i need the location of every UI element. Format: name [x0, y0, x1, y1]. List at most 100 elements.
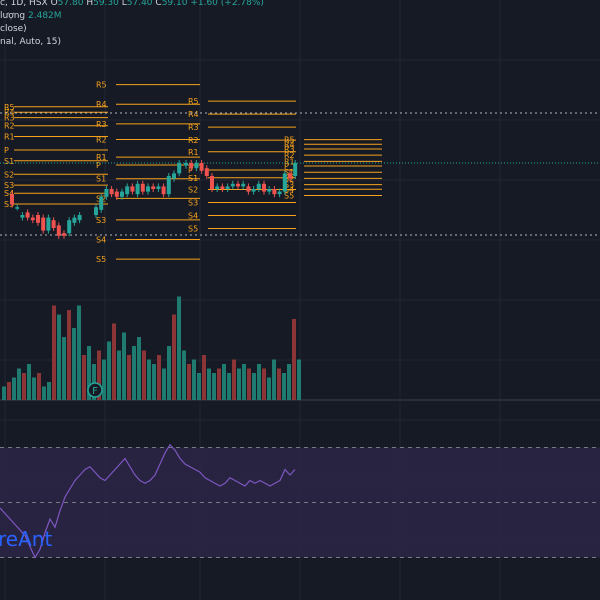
volume-bars — [2, 296, 301, 400]
candle-c-body-2 — [194, 163, 199, 169]
pivot-label-s5: S5 — [188, 225, 198, 234]
pivot-label-r4: R4 — [188, 110, 199, 119]
pivot-label-s5: S5 — [284, 191, 294, 200]
volume-bar-23 — [117, 350, 121, 400]
open-value: 57.80 — [57, 0, 84, 8]
low-label: L — [121, 0, 127, 8]
ma-legend: close) — [0, 24, 27, 34]
pivot-label-s1: S1 — [4, 157, 14, 166]
open-label: O — [50, 0, 58, 8]
pivot-label-s1: S1 — [188, 174, 198, 183]
candle-c-body-7 — [220, 186, 225, 189]
candle-c-body-17 — [272, 189, 277, 195]
volume-bar-47 — [237, 368, 241, 400]
volume-bar-1 — [7, 382, 11, 400]
pivot-label-r2: R2 — [284, 151, 295, 160]
candle-c-body-8 — [225, 186, 230, 189]
pivot-label-s4: S4 — [188, 212, 198, 221]
candle-c-body-10 — [236, 183, 240, 187]
volume-bar-16 — [82, 355, 86, 400]
candle-b-body-2 — [104, 189, 109, 197]
volume-bar-41 — [207, 368, 211, 400]
volume-bar-55 — [277, 368, 281, 400]
candle-c-body-15 — [262, 183, 266, 192]
volume-label: lượng — [0, 11, 26, 21]
volume-bar-24 — [122, 332, 126, 400]
low-value: 57.40 — [126, 0, 153, 8]
volume-bar-15 — [77, 305, 81, 400]
high-label: H — [86, 0, 94, 8]
symbol-info: c, 1D, HSX — [0, 0, 48, 8]
volume-bar-6 — [32, 377, 36, 400]
pivot-label-p: P — [4, 146, 9, 155]
pivot-label-r5: R5 — [284, 136, 295, 145]
candle-c-body-18 — [277, 191, 282, 195]
volume-bar-48 — [242, 364, 246, 400]
candle-a-body-8 — [51, 220, 56, 228]
event-marker[interactable]: F — [87, 382, 103, 398]
candle-a-body-3 — [25, 212, 30, 218]
volume-bar-12 — [62, 337, 66, 400]
candle-b-body-0 — [94, 207, 98, 215]
pivot-label-r3: R3 — [188, 123, 199, 132]
pivot-label-s4: S4 — [4, 189, 14, 198]
event-marker-circle[interactable] — [87, 382, 103, 398]
candle-a-body-10 — [62, 233, 66, 236]
volume-bar-19 — [97, 350, 101, 400]
candle-b-body-8 — [135, 183, 140, 195]
pivot-label-s1: S1 — [96, 175, 106, 184]
candle-c-body-13 — [251, 189, 256, 192]
volume-bar-37 — [187, 364, 191, 400]
pivot-label-r5: R5 — [96, 81, 107, 90]
volume-bar-43 — [217, 368, 221, 400]
volume-bar-9 — [47, 382, 51, 400]
volume-bar-28 — [142, 350, 146, 400]
close-value: 59.10 — [161, 0, 188, 8]
volume-bar-46 — [232, 359, 236, 400]
volume-bar-50 — [252, 373, 256, 400]
pivot-label-p: P — [284, 162, 289, 171]
pivot-label-r2: R2 — [96, 136, 107, 145]
candle-c-body-9 — [230, 183, 235, 187]
volume-bar-53 — [267, 377, 271, 400]
volume-bar-56 — [282, 373, 286, 400]
pivot-label-r1: R1 — [188, 148, 199, 157]
candle-a-body-9 — [56, 225, 61, 236]
rsi-pane — [0, 443, 600, 559]
volume-bar-30 — [152, 364, 156, 400]
candle-b-body-12 — [156, 186, 161, 189]
candle-c-body-16 — [267, 189, 272, 192]
volume-bar-32 — [162, 368, 166, 400]
rsi-line — [0, 443, 296, 559]
candle-a-body-1 — [15, 207, 20, 209]
volume-bar-13 — [67, 310, 71, 400]
candle-b-body-6 — [125, 186, 130, 195]
dotted-levels — [0, 112, 600, 236]
candle-c-body-6 — [215, 186, 220, 189]
pivot-label-s2: S2 — [188, 186, 198, 195]
candle-c-body-12 — [246, 186, 251, 192]
pivot-label-r5: R5 — [4, 103, 15, 112]
volume-bar-51 — [257, 364, 261, 400]
candle-a-body-13 — [77, 215, 82, 221]
volume-bar-14 — [72, 328, 76, 400]
volume-bar-34 — [172, 314, 176, 400]
volume-bar-27 — [137, 337, 141, 400]
pivot-label-s3: S3 — [188, 199, 198, 208]
candle-c-body-5 — [210, 176, 214, 189]
volume-bar-29 — [147, 359, 151, 400]
pivot-label-s2: S2 — [284, 174, 294, 183]
close-label: C — [155, 0, 162, 8]
candle-b-body-13 — [161, 186, 166, 195]
volume-bar-38 — [192, 359, 196, 400]
volume-bar-5 — [27, 364, 31, 400]
pivot-label-r4: R4 — [4, 108, 15, 117]
pivot-label-r2: R2 — [188, 136, 199, 145]
pivot-label-s2: S2 — [4, 170, 14, 179]
pivot-label-s3: S3 — [4, 181, 14, 190]
pivot-label-r1: R1 — [96, 153, 107, 162]
volume-bar-39 — [197, 373, 201, 400]
volume-bar-57 — [287, 364, 291, 400]
volume-bar-25 — [127, 355, 131, 400]
